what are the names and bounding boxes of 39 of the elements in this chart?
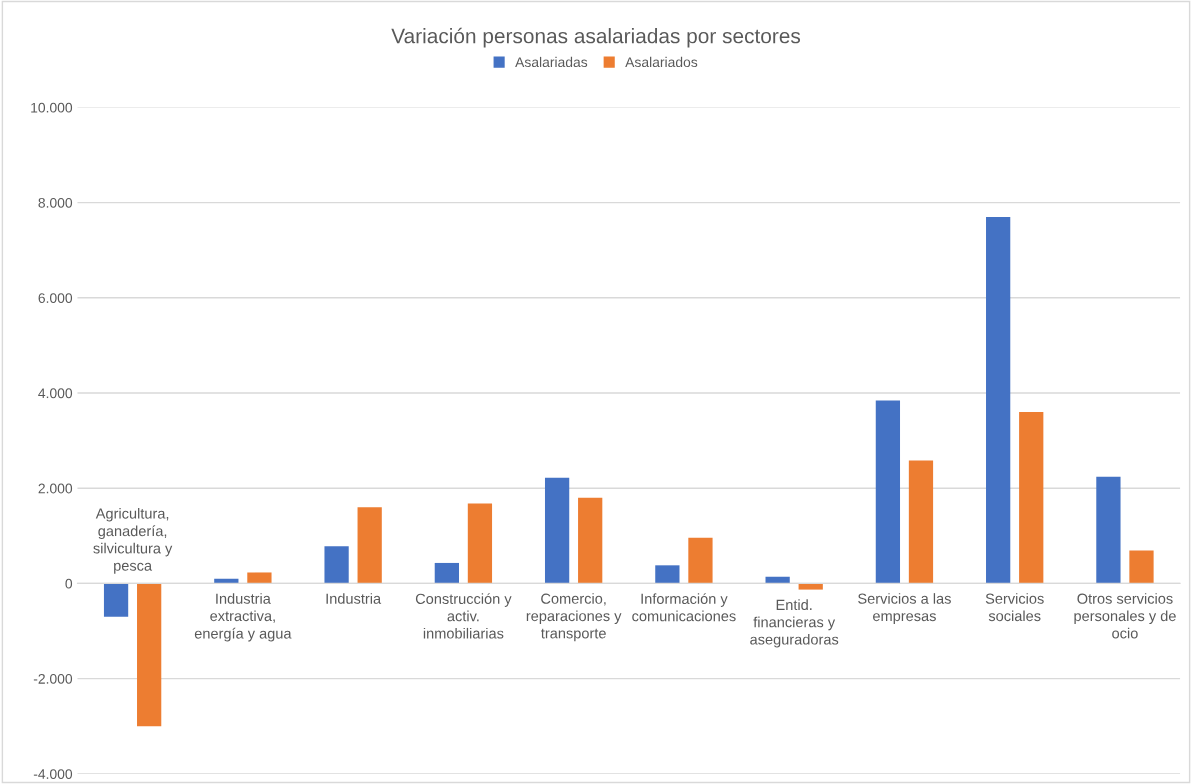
x-tick-label: Comercio, reparaciones y transporte	[526, 593, 622, 642]
y-tick-label: 8.000	[38, 197, 73, 208]
x-tick-label: Información y comunicaciones	[632, 593, 736, 622]
bar	[1129, 550, 1154, 584]
bar	[578, 497, 603, 584]
bar	[137, 583, 162, 727]
bar	[434, 562, 459, 584]
x-tick-label: Agricultura, ganadería, silvicultura y pesca	[93, 507, 173, 574]
legend-label: Asalariadas	[515, 56, 588, 68]
bar	[1096, 476, 1121, 584]
bar	[908, 460, 934, 584]
bar	[324, 546, 349, 584]
bar	[875, 400, 901, 584]
x-tick-label: Industria extractiva, energía y agua	[194, 593, 292, 642]
bar	[247, 572, 272, 584]
chart-title: Variación personas asalariadas por sectores	[391, 27, 801, 48]
bar	[986, 216, 1011, 584]
y-tick-label: 4.000	[38, 388, 73, 399]
bar	[357, 507, 382, 584]
y-tick-label: -2.000	[33, 673, 73, 684]
bar	[544, 477, 570, 584]
y-tick-label: 2.000	[38, 483, 73, 494]
y-tick-label: 6.000	[38, 293, 73, 303]
bar	[688, 537, 713, 584]
x-tick-label: Servicios a las empresas	[858, 593, 951, 625]
bar	[467, 503, 493, 584]
y-tick-label: 10.000	[31, 102, 73, 113]
y-tick-label: 0	[65, 578, 73, 589]
x-tick-label: Otros servicios personales y de ocio	[1074, 593, 1176, 639]
y-tick-label: -4.000	[33, 769, 73, 779]
x-tick-label: Servicios sociales	[985, 593, 1044, 622]
x-tick-label: Industria	[326, 593, 382, 604]
legend-label: Asalariados	[625, 56, 698, 68]
bar	[103, 583, 129, 617]
bar	[1019, 412, 1044, 584]
x-tick-label: Construcción y activ. inmobiliarias	[415, 593, 512, 639]
bar	[655, 565, 680, 584]
x-tick-label: Entid. financieras y aseguradoras	[750, 599, 839, 648]
bar	[798, 583, 823, 590]
